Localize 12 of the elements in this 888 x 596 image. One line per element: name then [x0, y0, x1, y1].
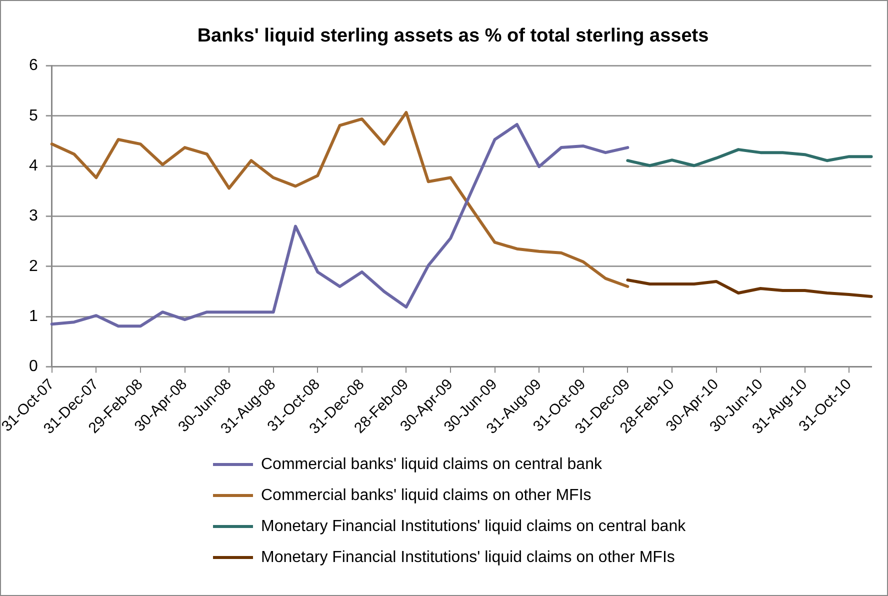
y-tick-label: 2: [28, 258, 38, 275]
legend-label: Monetary Financial Institutions' liquid claims on other MFIs: [261, 548, 675, 566]
y-tick-label: 0: [28, 358, 38, 376]
y-tick-label: 1: [28, 308, 38, 325]
y-tick-label: 5: [28, 107, 38, 124]
legend-label: Commercial banks' liquid claims on central bank: [261, 456, 602, 474]
y-tick-label: 4: [28, 158, 38, 175]
legend-label: Monetary Financial Institutions' liquid claims on central bank: [261, 518, 686, 536]
y-tick-label: 3: [28, 208, 38, 225]
legend-label: Commercial banks' liquid claims on other MFIs: [261, 486, 592, 504]
y-tick-label: 6: [28, 57, 38, 74]
chart-title: Banks' liquid sterling assets as % of total sterling assets: [197, 26, 709, 47]
